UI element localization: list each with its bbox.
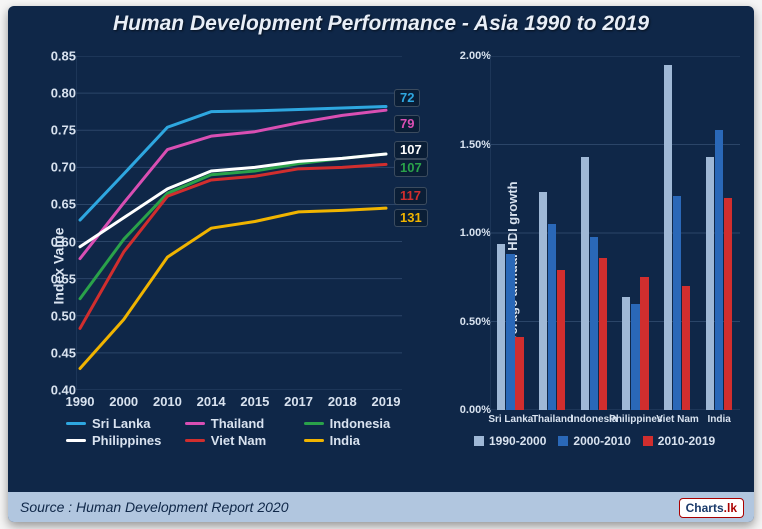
logo-badge: Charts.lk xyxy=(679,498,744,518)
line-legend-item: Sri Lanka xyxy=(66,416,185,431)
bar-x-tick: Sri Lanka xyxy=(488,414,533,425)
bar xyxy=(599,258,607,410)
bar xyxy=(506,254,514,410)
series-end-label: 72 xyxy=(394,89,420,107)
legend-swatch xyxy=(474,436,484,446)
series-end-label: 107 xyxy=(394,159,428,177)
legend-swatch xyxy=(304,422,324,425)
bar-y-ticks: 0.00%0.50%1.00%1.50%2.00% xyxy=(463,56,491,410)
bar-y-tick: 1.00% xyxy=(460,227,491,239)
bar-x-tick: Thailand xyxy=(532,414,573,425)
footer-bar: Source : Human Development Report 2020 xyxy=(8,492,754,522)
series-end-label: 79 xyxy=(394,115,420,133)
legend-swatch xyxy=(643,436,653,446)
line-x-tick: 2015 xyxy=(240,394,269,409)
line-x-tick: 2018 xyxy=(328,394,357,409)
line-y-tick: 0.55 xyxy=(51,271,76,286)
chart-title: Human Development Performance - Asia 199… xyxy=(8,12,754,36)
line-y-tick: 0.45 xyxy=(51,345,76,360)
bar xyxy=(515,337,523,410)
line-y-ticks: 0.400.450.500.550.600.650.700.750.800.85 xyxy=(46,56,76,390)
bar-y-tick: 0.50% xyxy=(460,316,491,328)
line-y-tick: 0.75 xyxy=(51,123,76,138)
line-y-tick: 0.50 xyxy=(51,308,76,323)
bar xyxy=(497,244,505,410)
legend-label: 1990-2000 xyxy=(489,434,546,448)
bar xyxy=(640,277,648,410)
legend-label: Indonesia xyxy=(330,416,391,431)
source-text: Source : Human Development Report 2020 xyxy=(20,499,288,515)
bar xyxy=(673,196,681,410)
line-x-tick: 2019 xyxy=(372,394,401,409)
bar xyxy=(706,157,714,410)
bar-x-tick: Philippines xyxy=(609,414,662,425)
legend-label: 2010-2019 xyxy=(658,434,715,448)
series-end-label: 117 xyxy=(394,187,427,205)
line-x-tick: 1990 xyxy=(66,394,95,409)
line-y-tick: 0.65 xyxy=(51,197,76,212)
bar xyxy=(631,304,639,410)
bar-legend: 1990-2000 2000-2010 2010-2019 xyxy=(474,434,754,448)
bar-chart: Average annual HDI growth 0.00%0.50%1.00… xyxy=(436,46,746,486)
legend-label: Philippines xyxy=(92,433,161,448)
line-x-tick: 2014 xyxy=(197,394,226,409)
line-chart: Index Value 0.400.450.500.550.600.650.70… xyxy=(26,46,426,486)
series-end-label: 131 xyxy=(394,209,428,227)
bar xyxy=(622,297,630,410)
legend-swatch xyxy=(185,439,205,442)
line-legend-item: Viet Nam xyxy=(185,433,304,448)
bar-y-tick: 1.50% xyxy=(460,139,491,151)
logo-text-a: Charts xyxy=(686,501,724,515)
legend-swatch xyxy=(185,422,205,425)
legend-swatch xyxy=(558,436,568,446)
line-svg xyxy=(76,56,402,390)
bar xyxy=(682,286,690,410)
line-x-ticks: 19902000201020142015201720182019 xyxy=(76,394,402,412)
bar-plot-area xyxy=(490,56,740,410)
bar-x-tick: India xyxy=(707,414,730,425)
series-end-label: 107 xyxy=(394,141,428,159)
bar xyxy=(724,198,732,410)
bar-legend-item: 2010-2019 xyxy=(643,434,715,448)
legend-label: Sri Lanka xyxy=(92,416,151,431)
line-x-tick: 2000 xyxy=(109,394,138,409)
line-legend: Sri Lanka Thailand Indonesia Philippines Vie… xyxy=(66,416,426,450)
bar-y-tick: 0.00% xyxy=(460,404,491,416)
legend-swatch xyxy=(66,422,86,425)
line-y-tick: 0.60 xyxy=(51,234,76,249)
line-y-tick: 0.85 xyxy=(51,49,76,64)
line-y-tick: 0.80 xyxy=(51,86,76,101)
legend-swatch xyxy=(304,439,324,442)
legend-label: India xyxy=(330,433,360,448)
bar-legend-item: 2000-2010 xyxy=(558,434,630,448)
bar-grid-svg xyxy=(490,56,740,410)
line-x-tick: 2010 xyxy=(153,394,182,409)
bar xyxy=(548,224,556,410)
logo-text-b: .lk xyxy=(724,501,737,515)
legend-label: 2000-2010 xyxy=(573,434,630,448)
legend-swatch xyxy=(66,439,86,442)
line-plot-area: 7279107107117131 xyxy=(76,56,402,390)
legend-label: Thailand xyxy=(211,416,264,431)
line-legend-item: Philippines xyxy=(66,433,185,448)
bar xyxy=(715,130,723,410)
line-x-tick: 2017 xyxy=(284,394,313,409)
line-legend-item: Indonesia xyxy=(304,416,423,431)
line-legend-item: Thailand xyxy=(185,416,304,431)
bar-x-tick: Viet Nam xyxy=(656,414,699,425)
line-y-tick: 0.70 xyxy=(51,160,76,175)
bar xyxy=(664,65,672,410)
chart-card: Human Development Performance - Asia 199… xyxy=(8,6,754,522)
bar xyxy=(590,237,598,410)
legend-label: Viet Nam xyxy=(211,433,266,448)
line-legend-item: India xyxy=(304,433,423,448)
bar-y-tick: 2.00% xyxy=(460,50,491,62)
bar xyxy=(557,270,565,410)
bar-legend-item: 1990-2000 xyxy=(474,434,546,448)
bar xyxy=(539,192,547,410)
bar xyxy=(581,157,589,410)
